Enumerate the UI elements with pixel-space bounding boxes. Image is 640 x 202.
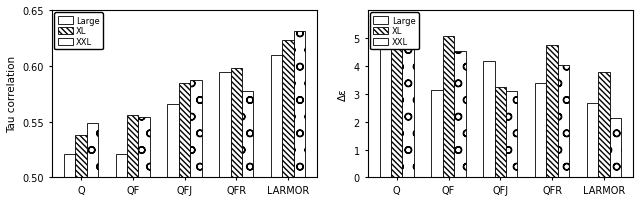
Bar xyxy=(76,135,86,178)
Bar xyxy=(116,154,127,178)
Bar xyxy=(587,104,598,178)
Bar xyxy=(609,119,621,178)
Bar xyxy=(86,123,98,178)
Bar xyxy=(535,84,547,178)
Y-axis label: Δε: Δε xyxy=(338,88,348,101)
Bar xyxy=(454,52,465,178)
Bar xyxy=(282,41,294,178)
Bar xyxy=(64,154,76,178)
Bar xyxy=(547,46,558,178)
Bar xyxy=(506,92,517,178)
Bar xyxy=(220,73,230,178)
Bar xyxy=(294,32,305,178)
Bar xyxy=(179,83,190,178)
Bar xyxy=(168,104,179,178)
Bar xyxy=(230,69,242,178)
Legend: Large, XL, XXL: Large, XL, XXL xyxy=(370,13,419,50)
Bar xyxy=(271,55,282,178)
Bar xyxy=(403,23,414,178)
Y-axis label: Tau correlation: Tau correlation xyxy=(7,56,17,133)
Bar xyxy=(190,81,202,178)
Bar xyxy=(127,115,138,178)
Bar xyxy=(483,62,495,178)
Legend: Large, XL, XXL: Large, XL, XXL xyxy=(54,13,103,50)
Bar xyxy=(380,26,391,178)
Bar xyxy=(558,66,569,178)
Bar xyxy=(138,118,150,178)
Bar xyxy=(495,87,506,178)
Bar xyxy=(391,35,403,178)
Bar xyxy=(598,73,609,178)
Bar xyxy=(443,37,454,178)
Bar xyxy=(242,92,253,178)
Bar xyxy=(431,91,443,178)
